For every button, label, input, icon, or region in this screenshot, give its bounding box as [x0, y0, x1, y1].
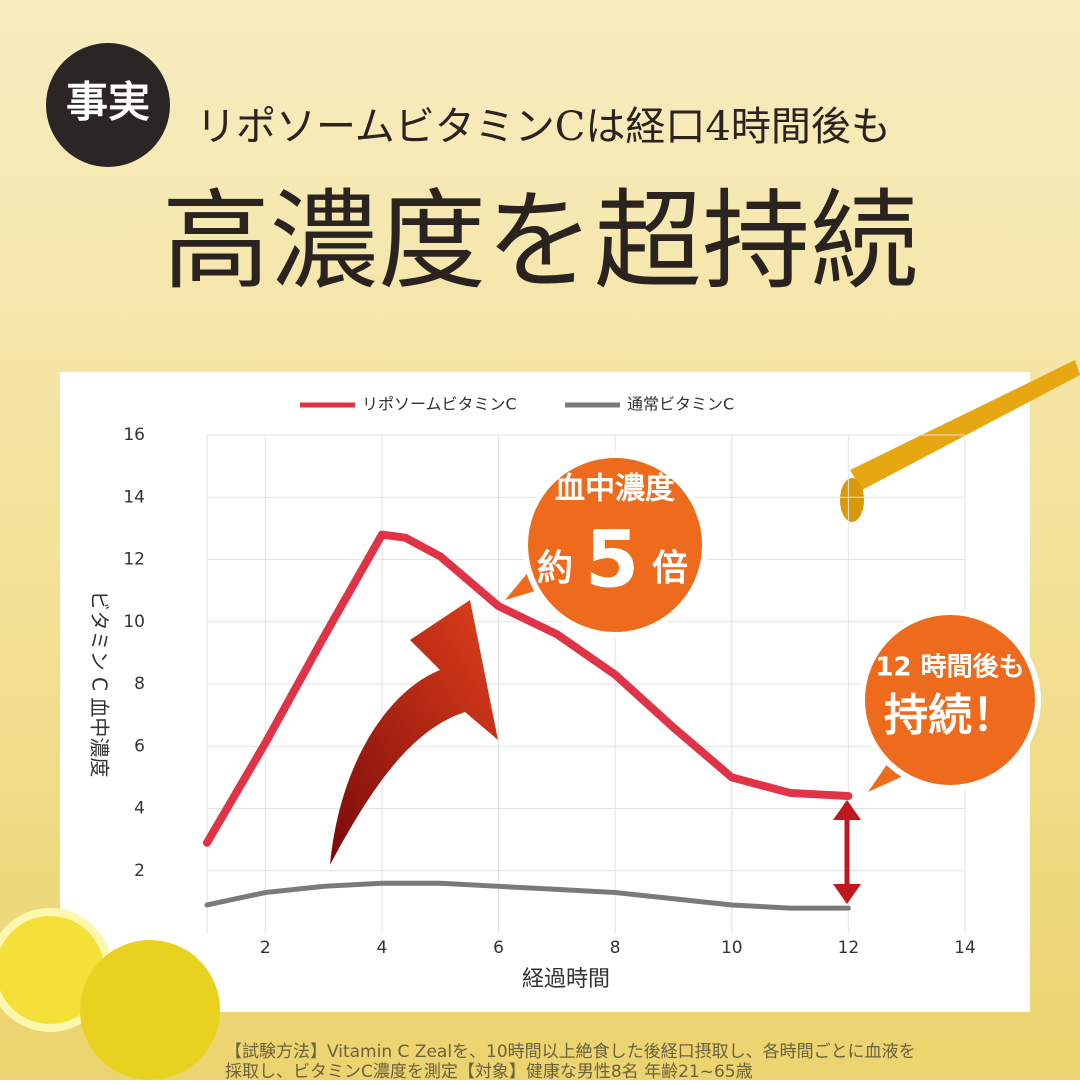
footnote: 採取し、ビタミンC濃度を測定【対象】健康な男性8名 年齢21~65歳 — [225, 1062, 753, 1080]
plot: 2 4 6 8 10 12 14 16 2 4 6 8 10 12 14 経過時間 ビタミン C 血中濃度 リポソ… — [88, 395, 976, 993]
x-tick-label: 10 — [721, 938, 743, 958]
y-tick-label: 4 — [134, 799, 145, 819]
subtitle: リポソームビタミンCは経口4時間後も — [196, 104, 891, 150]
headline: 高濃度を超持続 — [162, 179, 918, 304]
gap-arrow — [833, 800, 861, 904]
lemon — [0, 908, 220, 1080]
footnote: 【試験方法】Vitamin C Zealを、10時間以上絶食した後経口摂取し、各… — [225, 1042, 916, 1062]
callout-text: 倍 — [652, 548, 688, 589]
x-axis-label: 経過時間 — [522, 967, 610, 992]
y-tick-label: 6 — [134, 736, 145, 756]
series-line — [204, 880, 851, 911]
y-tick-label: 10 — [123, 612, 145, 632]
y-tick-label: 12 — [123, 550, 145, 570]
legend-label: 通常ビタミンC — [627, 395, 734, 414]
x-tick-label: 4 — [377, 938, 388, 958]
y-tick-label: 8 — [134, 674, 145, 694]
callout-5x: 血中濃度 約 5 倍 — [505, 452, 708, 638]
callout-text: 血中濃度 — [555, 472, 675, 507]
badge-circle — [46, 43, 170, 167]
y-tick-label: 2 — [134, 861, 145, 881]
y-tick-label: 14 — [123, 487, 145, 507]
x-tick-label: 12 — [838, 938, 860, 958]
badge-text: 事実 — [66, 78, 150, 127]
up-arrow — [330, 600, 498, 865]
x-tick-label: 6 — [493, 938, 504, 958]
legend-label: リポソームビタミンC — [362, 395, 517, 414]
y-axis-label: ビタミン C 血中濃度 — [88, 591, 112, 778]
y-tick-label: 16 — [123, 425, 145, 445]
x-tick-label: 14 — [954, 938, 976, 958]
callout-12h: 12 時間後も 持続！ — [859, 609, 1041, 792]
callout-number: 5 — [585, 515, 639, 605]
callout-text: 持続！ — [884, 690, 1016, 741]
x-tick-label: 8 — [610, 938, 621, 958]
callout-text: 約 — [537, 548, 573, 589]
series-line — [203, 530, 853, 847]
dropper — [840, 360, 1080, 522]
callout-text: 12 時間後も — [875, 652, 1024, 683]
x-tick-label: 2 — [260, 938, 271, 958]
